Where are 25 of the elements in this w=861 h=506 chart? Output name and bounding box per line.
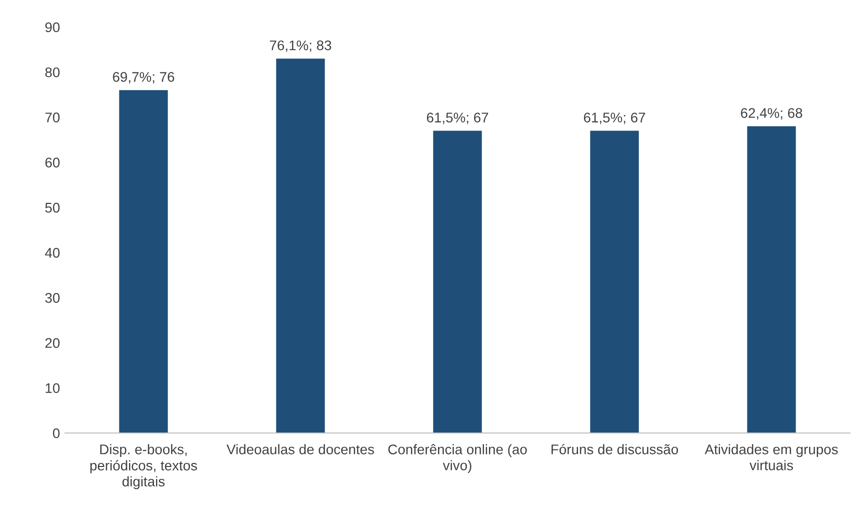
bar xyxy=(119,90,168,433)
y-tick-label: 40 xyxy=(45,248,60,258)
data-label: 61,5%; 67 xyxy=(426,112,488,124)
bar xyxy=(276,58,325,433)
y-tick-label: 20 xyxy=(45,338,60,348)
x-tick-label: Disp. e-books, periódicos, textos digitais xyxy=(90,444,198,490)
data-label: 61,5%; 67 xyxy=(584,112,646,124)
bar xyxy=(433,130,482,433)
bar xyxy=(747,126,796,433)
data-label: 69,7%; 76 xyxy=(112,72,174,84)
y-tick-label: 50 xyxy=(45,202,60,213)
y-tick-label: 60 xyxy=(45,158,60,168)
y-tick-label: 70 xyxy=(45,112,60,122)
data-label: 76,1%; 83 xyxy=(270,40,332,52)
x-tick-label: Conferência online (ao vivo) xyxy=(388,444,527,474)
y-tick-label: 30 xyxy=(45,293,60,303)
y-tick-label: 0 xyxy=(52,428,60,438)
bar xyxy=(590,130,639,433)
data-label: 62,4%; 68 xyxy=(740,108,802,120)
y-tick-label: 90 xyxy=(45,22,60,32)
y-tick-label: 80 xyxy=(45,67,60,78)
y-tick-label: 10 xyxy=(46,383,60,394)
x-tick-label: Atividades em grupos virtuais xyxy=(704,444,838,470)
x-tick-label: Videoaulas de docentes xyxy=(226,444,374,454)
x-tick-label: Fóruns de discussão xyxy=(552,444,678,454)
